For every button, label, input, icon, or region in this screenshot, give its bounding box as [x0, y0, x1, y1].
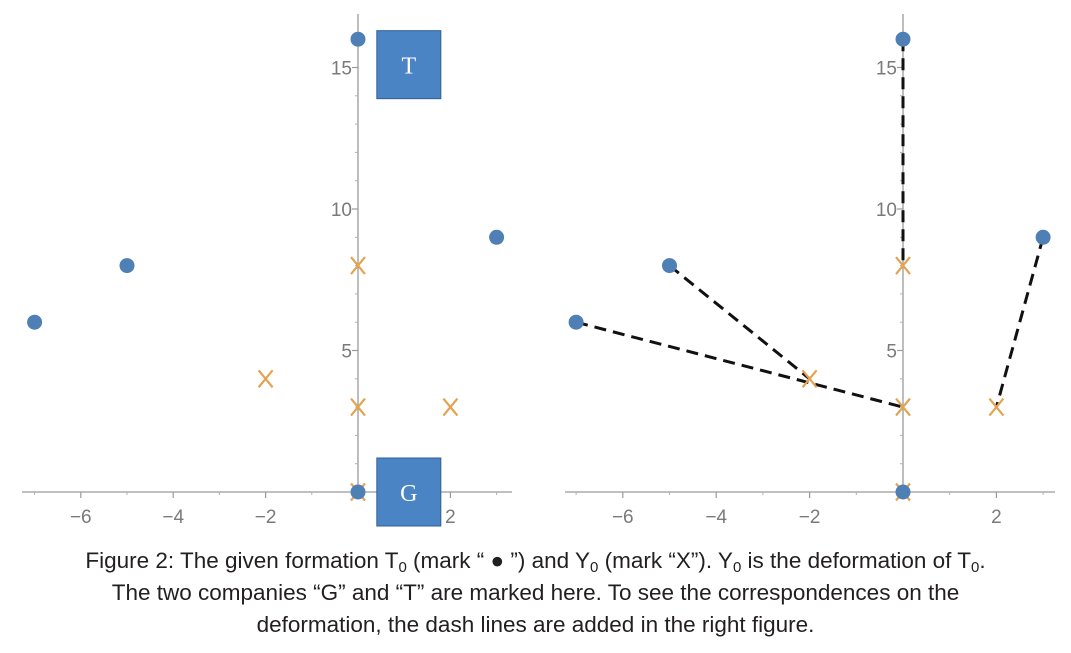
caption-subscript: 0 [398, 559, 407, 576]
correspondence-dash-line [994, 236, 1045, 408]
circle-point [1035, 229, 1051, 245]
caption-text: (mark “ ● ”) and Y [406, 548, 591, 573]
x-mark [442, 397, 459, 417]
x-tick-label: −6 [70, 507, 92, 528]
x-tick-label: −2 [799, 507, 821, 528]
x-tick-label: 2 [991, 507, 1002, 528]
company-box-t [376, 30, 442, 100]
figure: −6 −4 −2 2 5 10 15 T G −6 −4 −2 2 5 10 15 [22, 14, 1055, 528]
x-tick-label: −6 [612, 507, 634, 528]
circle-point [27, 314, 43, 330]
y-tick-label: 5 [886, 342, 897, 363]
y-tick-label: 10 [331, 200, 352, 221]
caption-line-1: Figure 2: The given formation T0 (mark “… [0, 545, 1071, 577]
y-tick-label: 5 [341, 342, 352, 363]
y-tick-label: 10 [876, 200, 897, 221]
caption-subscript: 0 [971, 559, 980, 576]
circle-point [895, 31, 911, 47]
x-mark-stroke [257, 369, 274, 388]
caption-text: Figure 2: The given formation T [85, 548, 399, 573]
caption-text: . [979, 548, 986, 573]
circle-point [489, 229, 505, 245]
company-label-g: G [400, 481, 417, 507]
caption-line-2: The two companies “G” and “T” are marked… [111, 580, 960, 605]
x-mark-stroke [895, 397, 911, 417]
company-label-t: T [401, 54, 416, 80]
left-scatter-plot: −6 −4 −2 2 5 10 15 T G [22, 14, 512, 528]
caption-subscript: 0 [732, 559, 742, 576]
x-mark [895, 397, 911, 417]
caption-text: is the deformation of T [741, 548, 971, 573]
circle-point [350, 484, 366, 500]
circle-point [350, 31, 366, 47]
x-mark [257, 369, 274, 388]
x-mark-stroke [442, 397, 459, 417]
x-mark-stroke [350, 397, 366, 417]
circle-point [662, 258, 677, 274]
correspondence-dash-line [668, 264, 811, 380]
caption-subscript: 0 [590, 559, 599, 576]
x-tick-label: −4 [705, 507, 727, 528]
x-mark-stroke [988, 397, 1005, 417]
x-tick-label: 2 [445, 507, 456, 528]
right-scatter-plot: −6 −4 −2 2 5 10 15 [565, 14, 1055, 528]
x-tick-label: −2 [255, 507, 277, 528]
circle-point [895, 484, 911, 500]
circle-point [568, 314, 584, 330]
x-tick-label: −4 [162, 507, 184, 528]
caption-line-3: deformation, the dash lines are added in… [256, 612, 815, 637]
figure-caption: Figure 2: The given formation T0 (mark “… [0, 545, 1071, 641]
y-tick-label: 15 [331, 59, 352, 80]
x-mark-stroke [895, 256, 911, 275]
correspondence-dash-line [575, 320, 904, 409]
x-mark [988, 397, 1005, 417]
circle-point [119, 258, 135, 274]
company-box-g [376, 457, 442, 527]
x-mark [801, 369, 818, 388]
x-mark [350, 397, 366, 417]
x-mark-stroke [801, 369, 818, 388]
y-tick-label: 15 [876, 59, 897, 80]
x-mark-stroke [350, 256, 366, 275]
x-mark [350, 256, 366, 275]
x-mark [895, 256, 911, 275]
caption-text: (mark “X”). Y [598, 548, 733, 573]
